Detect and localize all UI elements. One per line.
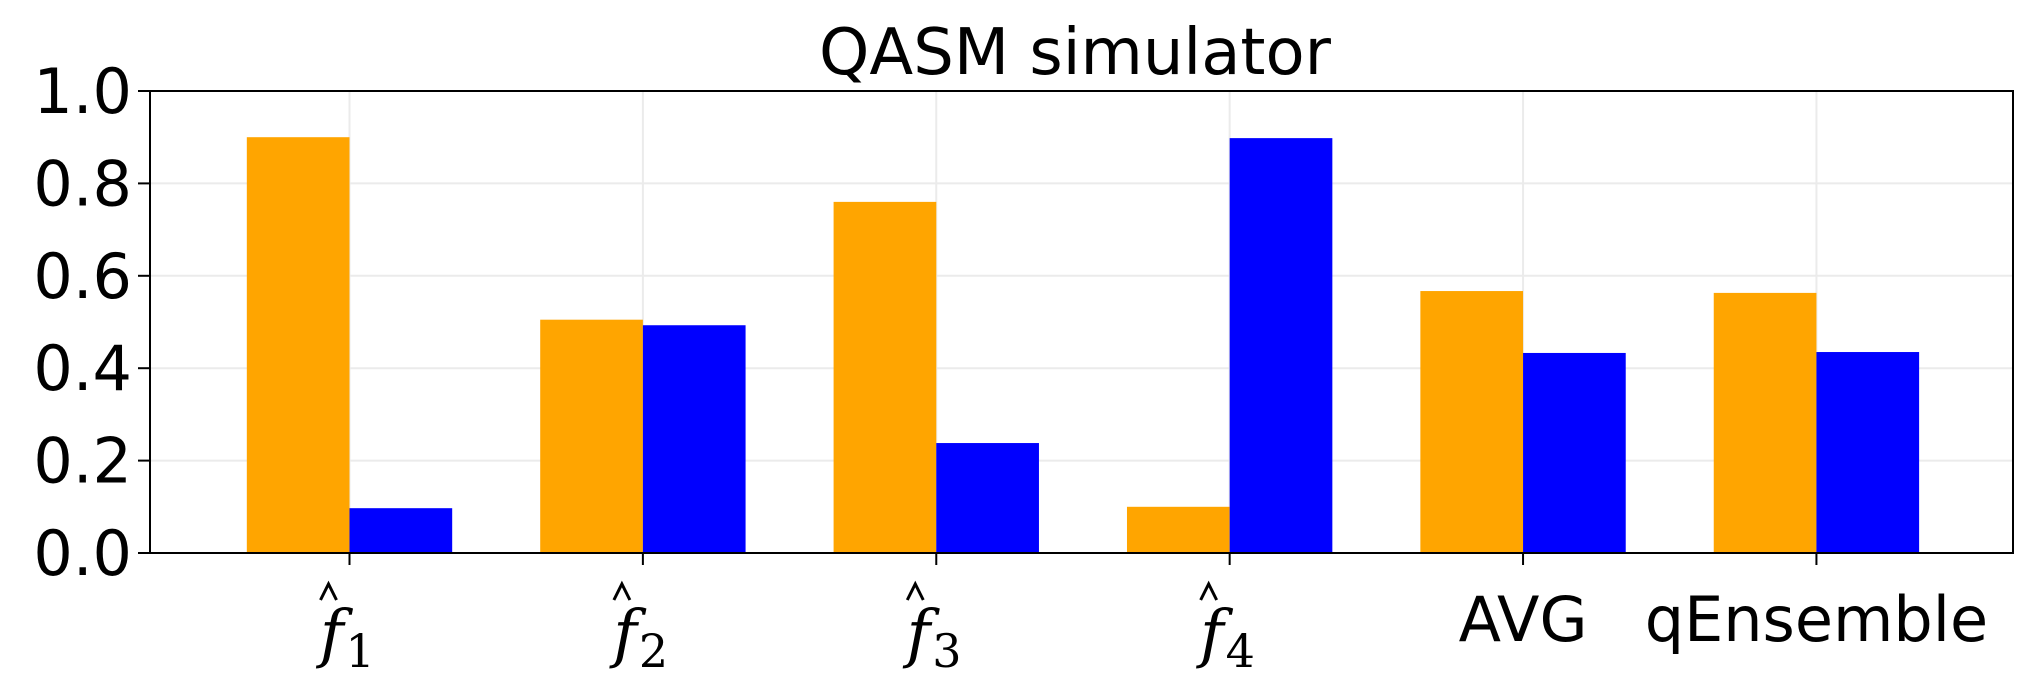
bar-series-1-category-4 (1126, 506, 1230, 553)
x-tick-label-subscript: 3 (932, 624, 961, 678)
plot-frame (149, 90, 2014, 554)
y-tick-label: 0.0 (33, 517, 132, 590)
bar-series-2-category-2 (642, 325, 746, 553)
bar-series-2-category-5 (1523, 352, 1626, 553)
hat-accent (905, 580, 925, 601)
y-tick-label: 0.2 (33, 425, 132, 498)
bar-series-2-category-1 (349, 508, 453, 553)
x-tick-label-subscript: 1 (346, 624, 375, 678)
x-tick-label: qEnsemble (1645, 583, 1988, 656)
bars (246, 137, 1920, 553)
y-tick-label: 0.6 (33, 240, 132, 313)
bar-series-1-category-1 (246, 137, 350, 553)
bar-series-1-category-2 (540, 319, 643, 553)
x-axis-ticks: f 1 f 2 f 3 f 4 AVG qEnsemble (316, 553, 1988, 678)
x-tick-label-subscript: 2 (639, 624, 668, 678)
y-tick-label: 1.0 (33, 55, 132, 128)
y-tick-label: 0.4 (33, 332, 132, 405)
bar-series-1-category-5 (1420, 291, 1524, 553)
bar-series-1-category-6 (1713, 292, 1817, 553)
bar-series-2-category-4 (1229, 138, 1333, 553)
hat-accent (612, 580, 632, 601)
axes (149, 90, 2014, 554)
x-tick-label-subscript: 4 (1226, 624, 1255, 678)
y-tick-label: 0.8 (33, 147, 132, 220)
hat-accent (319, 580, 338, 601)
hat-accent (1199, 580, 1219, 601)
x-tick-label: AVG (1459, 583, 1588, 656)
bar-series-2-category-6 (1816, 352, 1920, 553)
chart-title: QASM simulator (819, 16, 1332, 90)
bar-series-1-category-3 (833, 201, 937, 553)
y-axis-ticks: 0.0 0.2 0.4 0.6 0.8 1.0 (33, 55, 150, 590)
bar-series-2-category-3 (936, 443, 1039, 553)
